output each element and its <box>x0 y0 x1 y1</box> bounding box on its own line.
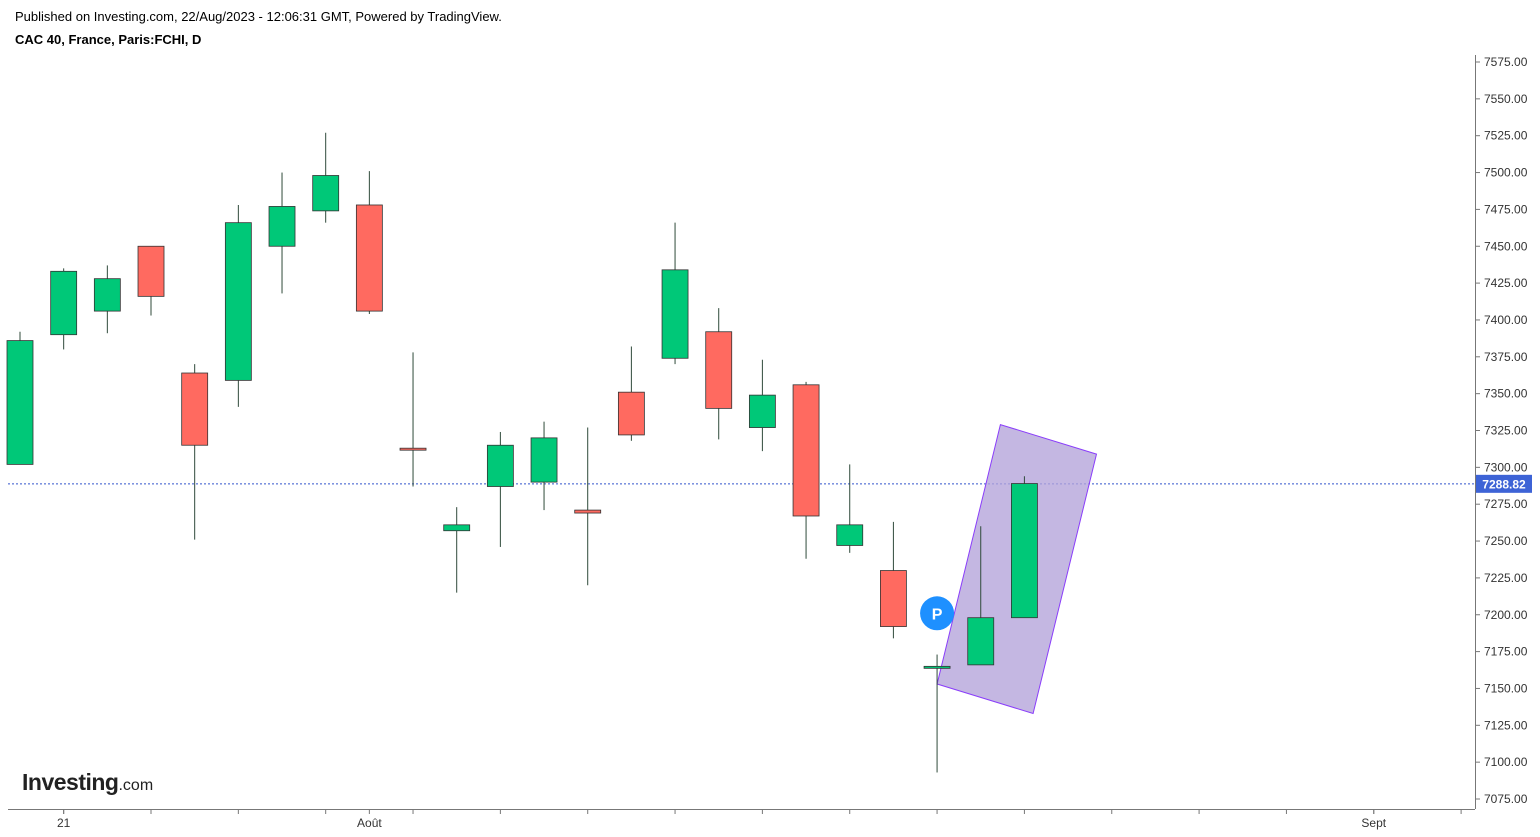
symbol-title: CAC 40, France, Paris:FCHI, D <box>15 32 202 47</box>
y-tick-label: 7475.00 <box>1484 202 1528 216</box>
y-tick-label: 7400.00 <box>1484 313 1528 327</box>
candle-body[interactable] <box>137 245 165 297</box>
last-price-badge <box>1476 474 1532 493</box>
candle-body[interactable] <box>399 447 427 451</box>
y-tick-label: 7100.00 <box>1484 755 1528 769</box>
y-tick-label: 7375.00 <box>1484 350 1528 364</box>
y-tick-label: 7525.00 <box>1484 129 1528 143</box>
y-tick-label: 7350.00 <box>1484 387 1528 401</box>
candle-body[interactable] <box>923 665 951 669</box>
candle-body[interactable] <box>661 269 689 359</box>
y-tick-label: 7250.00 <box>1484 534 1528 548</box>
candle-body[interactable] <box>181 372 209 446</box>
candle-body[interactable] <box>50 270 78 336</box>
y-tick-label: 7300.00 <box>1484 460 1528 474</box>
candle-body[interactable] <box>617 391 645 436</box>
y-tick-label: 7575.00 <box>1484 55 1528 69</box>
y-tick-label: 7450.00 <box>1484 239 1528 253</box>
y-tick-label: 7125.00 <box>1484 718 1528 732</box>
y-tick-label: 7075.00 <box>1484 792 1528 806</box>
x-tick-label: Sept <box>1361 816 1386 830</box>
candle-body[interactable] <box>967 617 995 666</box>
logo-suffix-text: .com <box>118 777 154 794</box>
x-tick-label: 21 <box>57 816 71 830</box>
candle-body[interactable] <box>443 524 471 532</box>
candle-body[interactable] <box>268 206 296 247</box>
investing-logo: Investing.com <box>22 769 153 796</box>
candle-body[interactable] <box>792 384 820 517</box>
y-tick-label: 7550.00 <box>1484 92 1528 106</box>
y-tick-label: 7425.00 <box>1484 276 1528 290</box>
y-tick-label: 7200.00 <box>1484 608 1528 622</box>
y-tick-label: 7325.00 <box>1484 424 1528 438</box>
y-tick-label: 7225.00 <box>1484 571 1528 585</box>
marker-label: P <box>932 606 943 623</box>
candle-body[interactable] <box>1011 483 1038 619</box>
candle-body[interactable] <box>486 444 514 487</box>
candle-body[interactable] <box>880 570 907 627</box>
x-tick-label: Août <box>357 816 382 830</box>
last-price-label: 7288.82 <box>1482 477 1526 491</box>
candle-body[interactable] <box>530 437 558 483</box>
candle-body[interactable] <box>748 394 776 428</box>
candle-body[interactable] <box>355 204 383 312</box>
candle-body[interactable] <box>6 340 34 465</box>
candle-body[interactable] <box>93 278 121 312</box>
publication-marker-icon[interactable] <box>920 596 955 631</box>
y-tick-label: 7500.00 <box>1484 166 1528 180</box>
y-tick-label: 7150.00 <box>1484 681 1528 695</box>
candle-body[interactable] <box>836 524 864 546</box>
candle-body[interactable] <box>574 509 602 514</box>
logo-main-text: Investing <box>22 769 119 795</box>
publication-info: Published on Investing.com, 22/Aug/2023 … <box>15 9 502 24</box>
y-tick-label: 7175.00 <box>1484 645 1528 659</box>
candle-body[interactable] <box>705 331 733 409</box>
candle-body[interactable] <box>224 222 252 381</box>
y-tick-label: 7275.00 <box>1484 497 1528 511</box>
candle-body[interactable] <box>312 175 340 212</box>
